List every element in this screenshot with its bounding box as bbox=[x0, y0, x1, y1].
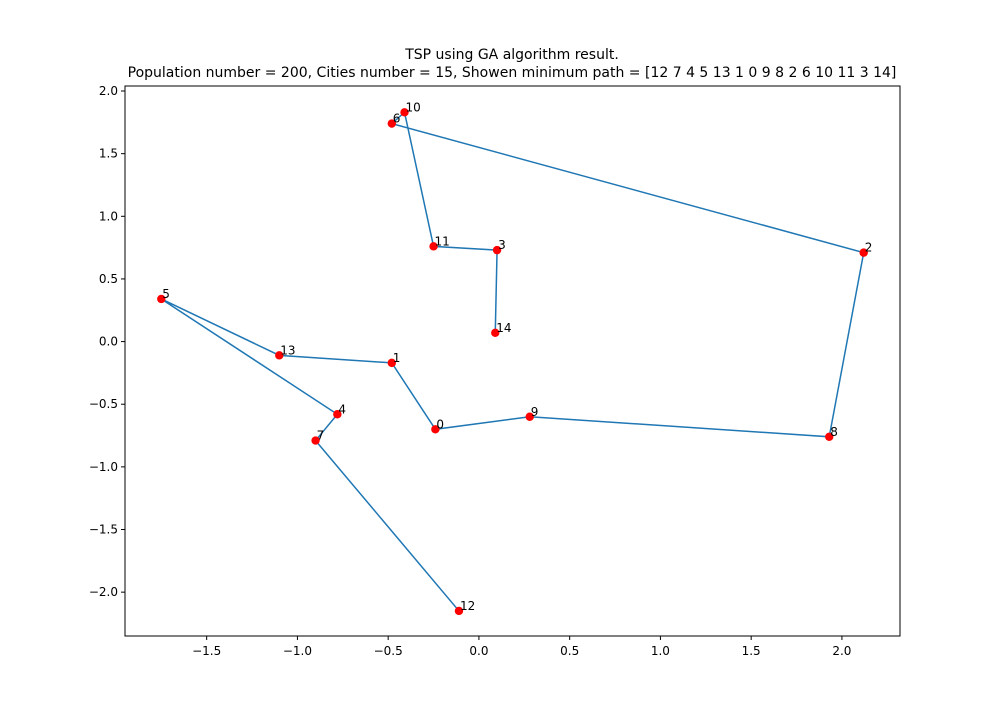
city-label-5: 5 bbox=[162, 287, 170, 301]
x-tick-label: 2.0 bbox=[832, 644, 851, 658]
city-point-7 bbox=[311, 436, 320, 445]
city-label-6: 6 bbox=[393, 112, 401, 126]
x-tick-label: 0.0 bbox=[469, 644, 488, 658]
city-label-12: 12 bbox=[460, 599, 475, 613]
city-label-11: 11 bbox=[435, 234, 450, 248]
y-tick-label: 1.0 bbox=[99, 209, 118, 223]
city-point-3 bbox=[492, 245, 502, 255]
city-label-10: 10 bbox=[406, 100, 421, 114]
x-tick-label: 0.5 bbox=[560, 644, 579, 658]
city-point-13 bbox=[275, 351, 284, 360]
y-tick-label: 1.5 bbox=[99, 147, 118, 161]
city-label-4: 4 bbox=[338, 402, 346, 416]
city-point-11 bbox=[429, 242, 438, 251]
city-point-10 bbox=[400, 108, 409, 117]
city-label-13: 13 bbox=[280, 343, 295, 357]
chart-title: TSP using GA algorithm result. bbox=[404, 47, 619, 63]
x-tick-label: −1.0 bbox=[283, 644, 312, 658]
city-point-0 bbox=[431, 425, 440, 434]
city-point-1 bbox=[387, 358, 396, 368]
x-tick-label: 1.0 bbox=[651, 644, 670, 658]
y-tick-label: 0.5 bbox=[99, 272, 118, 286]
y-axis: −2.0 −1.5 −1.0 −0.5 0.0 0.5 1.0 1.5 2.0 bbox=[89, 84, 125, 599]
chart-subtitle: Population number = 200, Cities number =… bbox=[128, 65, 897, 81]
y-tick-label: −2.0 bbox=[89, 585, 118, 599]
x-tick-label: 1.5 bbox=[742, 644, 761, 658]
city-label-14: 14 bbox=[496, 321, 511, 335]
x-tick-label: −1.5 bbox=[192, 644, 221, 658]
city-label-2: 2 bbox=[865, 241, 873, 255]
city-label-7: 7 bbox=[317, 429, 325, 443]
city-point-12 bbox=[454, 606, 464, 616]
city-label-1: 1 bbox=[393, 351, 401, 365]
city-point-6 bbox=[387, 119, 396, 128]
city-label-9: 9 bbox=[531, 405, 539, 419]
city-label-0: 0 bbox=[436, 417, 444, 431]
city-point-9 bbox=[525, 412, 534, 421]
city-point-8 bbox=[825, 432, 834, 441]
city-label-8: 8 bbox=[830, 425, 838, 439]
x-tick-label: −0.5 bbox=[374, 644, 403, 658]
points-layer bbox=[157, 108, 868, 616]
city-label-3: 3 bbox=[498, 238, 506, 252]
plot-frame bbox=[124, 85, 901, 637]
y-tick-label: −1.5 bbox=[89, 523, 118, 537]
y-tick-label: 2.0 bbox=[99, 84, 118, 98]
y-tick-label: −1.0 bbox=[89, 460, 118, 474]
city-point-2 bbox=[859, 248, 868, 257]
x-axis: −1.5 −1.0 −0.5 0.0 0.5 1.0 1.5 2.0 bbox=[192, 636, 851, 658]
y-tick-label: −0.5 bbox=[89, 397, 118, 411]
city-point-14 bbox=[491, 328, 500, 338]
city-point-4 bbox=[333, 410, 342, 419]
city-point-5 bbox=[157, 294, 166, 304]
y-tick-label: 0.0 bbox=[99, 335, 118, 349]
